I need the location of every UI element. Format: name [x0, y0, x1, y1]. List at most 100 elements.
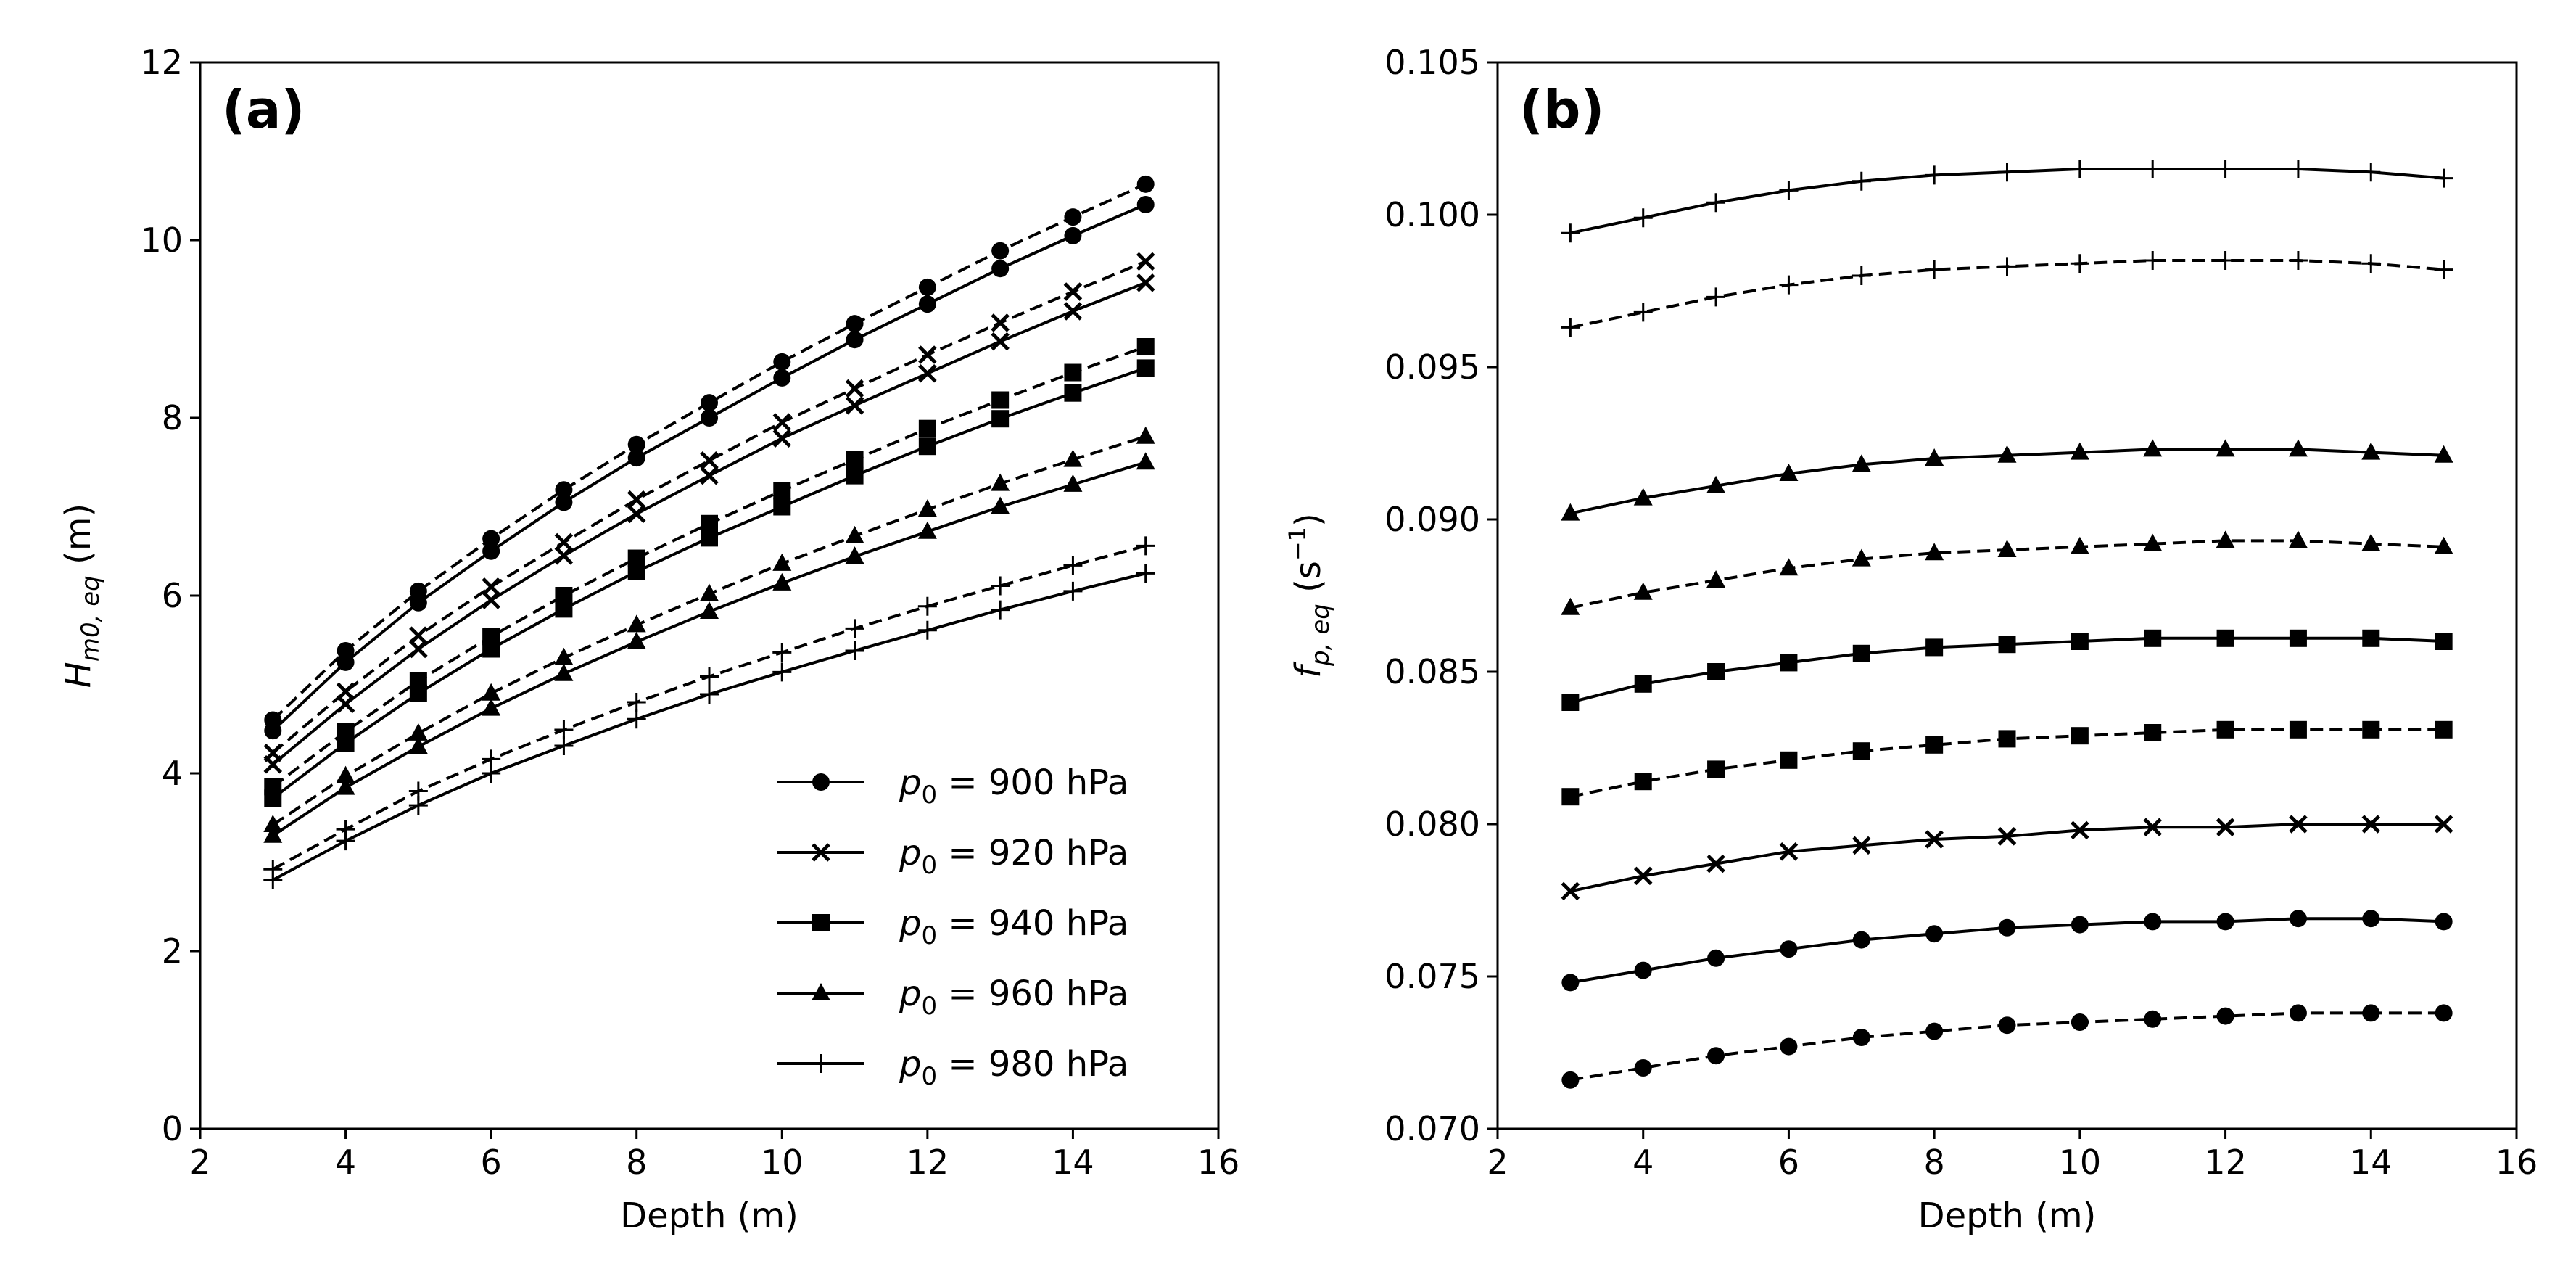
data-point — [2144, 629, 2162, 647]
data-point — [845, 525, 864, 543]
data-point — [2434, 260, 2453, 279]
data-point — [846, 466, 864, 485]
legend-label-sub: 0 — [921, 992, 937, 1021]
data-point — [555, 481, 573, 499]
data-point — [2216, 160, 2235, 178]
data-point — [1997, 257, 2017, 276]
y-tick-label: 8 — [162, 398, 183, 437]
data-point — [1706, 854, 1725, 873]
data-point — [772, 429, 792, 448]
data-point — [991, 391, 1010, 409]
data-point — [482, 591, 500, 609]
data-point — [1852, 742, 1870, 760]
data-point — [1925, 448, 1944, 466]
data-point — [2361, 163, 2381, 182]
data-point — [1997, 827, 2017, 846]
panel-label-a: (a) — [222, 79, 305, 140]
y-tick-label: 0.085 — [1384, 652, 1480, 691]
data-point — [1998, 636, 2016, 654]
data-point — [917, 499, 937, 517]
data-point — [2143, 160, 2163, 178]
data-point — [627, 435, 645, 453]
data-point — [264, 778, 282, 796]
data-point — [1561, 318, 1580, 337]
data-point — [918, 419, 936, 437]
data-point — [1997, 163, 2017, 182]
data-point — [701, 409, 718, 427]
data-point — [2216, 629, 2234, 647]
data-point — [2361, 815, 2381, 834]
data-point — [1780, 654, 1798, 672]
data-point — [1925, 830, 1944, 849]
data-point — [701, 514, 718, 532]
data-point — [2216, 818, 2235, 836]
x-tick-label: 4 — [1632, 1143, 1654, 1182]
x-tick-label: 14 — [2350, 1143, 2393, 1182]
data-point — [482, 542, 500, 560]
data-point — [2144, 1010, 2162, 1028]
data-point — [2071, 633, 2089, 650]
y-axis-title-a-symbol: H — [58, 662, 99, 688]
data-point — [772, 413, 792, 432]
data-point — [482, 530, 500, 548]
y-axis-title-b: fp, eq (s−1) — [1284, 513, 1335, 678]
data-point — [337, 641, 355, 659]
series-dashed-920-hpa — [263, 252, 1155, 762]
x-tick-label: 2 — [189, 1143, 210, 1182]
legend-label: p0 = 980 hPa — [899, 1044, 1128, 1091]
data-point — [2288, 251, 2308, 270]
legend-item: p0 = 900 hPa — [777, 762, 1128, 810]
data-point — [263, 860, 283, 879]
data-point — [2070, 254, 2089, 273]
data-point — [1779, 181, 1799, 200]
data-point — [1852, 454, 1871, 472]
data-point — [336, 777, 355, 795]
y-axis-a: 0 2 4 6 8 10 12 — [140, 43, 200, 1148]
series-dashed-960-hpa — [1561, 530, 2453, 615]
data-point — [2435, 720, 2453, 739]
data-point — [1633, 866, 1653, 886]
x-tick-label: 4 — [335, 1143, 356, 1182]
data-point — [336, 682, 355, 702]
data-point — [1779, 275, 1799, 295]
data-point — [336, 820, 355, 839]
data-point — [991, 260, 1010, 278]
data-point — [263, 744, 283, 762]
data-point — [482, 749, 501, 769]
data-point — [2216, 530, 2235, 548]
legend-item: p0 = 920 hPa — [777, 833, 1128, 880]
x-tick-label: 6 — [1778, 1143, 1799, 1182]
data-point — [2362, 629, 2380, 647]
series-group-b — [1561, 160, 2453, 1089]
data-point — [773, 498, 791, 516]
data-point — [1634, 675, 1652, 693]
data-point — [1561, 974, 1580, 992]
data-point — [1997, 445, 2017, 463]
y-axis-title-b-unit-post: ) — [1288, 513, 1329, 527]
data-point — [2435, 913, 2453, 931]
data-point — [1707, 663, 1725, 680]
data-point — [1925, 638, 1944, 657]
data-point — [845, 379, 864, 398]
data-point — [1998, 730, 2016, 748]
data-point — [2288, 439, 2308, 457]
data-point — [1561, 503, 1580, 521]
series-dashed-940-hpa — [1561, 720, 2453, 806]
data-point — [991, 473, 1010, 491]
y-tick-label: 10 — [140, 221, 183, 260]
legend-label-text: = 920 hPa — [937, 833, 1128, 873]
legend-label-sub: 0 — [921, 1062, 937, 1091]
data-point — [1136, 452, 1155, 470]
data-point — [991, 576, 1010, 596]
data-point — [1064, 363, 1082, 382]
series-dashed-960-hpa — [263, 426, 1155, 833]
panel-label-b: (b) — [1519, 79, 1604, 140]
legend-label-text: = 960 hPa — [937, 974, 1128, 1014]
data-point — [917, 521, 937, 539]
data-point — [627, 490, 646, 509]
x-tick-label: 10 — [2059, 1143, 2102, 1182]
y-tick-label: 0.095 — [1384, 347, 1480, 387]
data-point — [2070, 536, 2089, 554]
data-point — [1997, 540, 2017, 557]
